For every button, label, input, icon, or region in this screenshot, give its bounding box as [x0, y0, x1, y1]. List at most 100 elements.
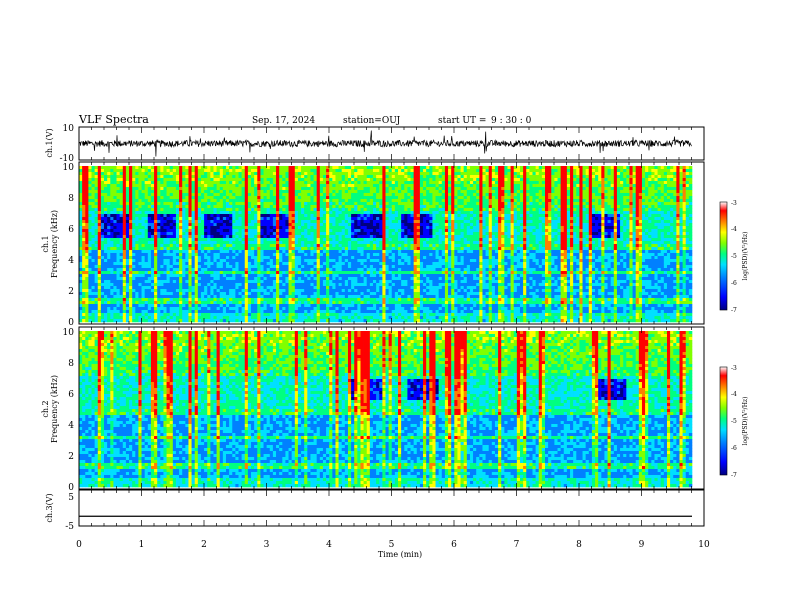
- spectrogram-cell: [426, 190, 429, 193]
- spectrogram-cell: [595, 220, 598, 223]
- spectrogram-cell: [357, 208, 360, 211]
- spectrogram-cell: [561, 202, 564, 205]
- spectrogram-cell: [608, 217, 611, 220]
- spectrogram-cell: [314, 184, 317, 187]
- spectrogram-cell: [195, 196, 198, 199]
- spectrogram-cell: [442, 187, 445, 190]
- spectrogram-cell: [442, 205, 445, 208]
- spectrogram-cell: [239, 238, 242, 241]
- spectrogram-cell: [257, 223, 260, 226]
- spectrogram-cell: [679, 196, 682, 199]
- spectrogram-cell: [423, 205, 426, 208]
- spectrogram-cell: [673, 235, 676, 238]
- spectrogram-cell: [110, 166, 113, 169]
- spectrogram-cell: [598, 235, 601, 238]
- spectrogram-cell: [126, 232, 129, 235]
- spectrogram-cell: [545, 175, 548, 178]
- spectrogram-cell: [420, 193, 423, 196]
- spectrogram-cell: [85, 202, 88, 205]
- spectrogram-cell: [461, 181, 464, 184]
- spectrogram-cell: [573, 238, 576, 241]
- spectrogram-cell: [664, 181, 667, 184]
- spectrogram-cell: [617, 226, 620, 229]
- spectrogram-cell: [248, 220, 251, 223]
- spectrogram-cell: [207, 214, 210, 217]
- spectrogram-cell: [207, 238, 210, 241]
- spectrogram-cell: [201, 226, 204, 229]
- spectrogram-cell: [661, 190, 664, 193]
- spectrogram-cell: [492, 220, 495, 223]
- spectrogram-cell: [348, 172, 351, 175]
- spectrogram-cell: [210, 181, 213, 184]
- spectrogram-cell: [683, 208, 686, 211]
- spectrogram-cell: [539, 226, 542, 229]
- spectrogram-cell: [145, 181, 148, 184]
- spectrogram-cell: [376, 217, 379, 220]
- spectrogram-cell: [398, 184, 401, 187]
- spectrogram-cell: [620, 181, 623, 184]
- spectrogram-cell: [404, 169, 407, 172]
- spectrogram-cell: [467, 232, 470, 235]
- spectrogram-cell: [507, 166, 510, 169]
- spectrogram-cell: [658, 208, 661, 211]
- spectrogram-cell: [257, 232, 260, 235]
- spectrogram-cell: [667, 229, 670, 232]
- spectrogram-cell: [501, 175, 504, 178]
- spectrogram-cell: [498, 223, 501, 226]
- spectrogram-cell: [351, 238, 354, 241]
- spectrogram-cell: [601, 187, 604, 190]
- spectrogram-cell: [329, 223, 332, 226]
- spectrogram-cell: [201, 229, 204, 232]
- spectrogram-cell: [470, 211, 473, 214]
- spectrogram-cell: [232, 181, 235, 184]
- spectrogram-cell: [213, 178, 216, 181]
- spectrogram-cell: [192, 217, 195, 220]
- spectrogram-cell: [226, 169, 229, 172]
- spectrogram-cell: [573, 175, 576, 178]
- spectrogram-cell: [248, 235, 251, 238]
- spectrogram-cell: [554, 190, 557, 193]
- spectrogram-cell: [620, 211, 623, 214]
- spectrogram-cell: [476, 172, 479, 175]
- spectrogram-cell: [123, 166, 126, 169]
- spectrogram-cell: [163, 184, 166, 187]
- spectrogram-cell: [182, 178, 185, 181]
- spectrogram-cell: [229, 175, 232, 178]
- spectrogram-cell: [151, 187, 154, 190]
- spectrogram-cell: [248, 175, 251, 178]
- spectrogram-cell: [570, 211, 573, 214]
- spectrogram-cell: [201, 196, 204, 199]
- spectrogram-cell: [548, 229, 551, 232]
- spectrogram-cell: [436, 190, 439, 193]
- spectrogram-cell: [282, 181, 285, 184]
- spectrogram-cell: [504, 223, 507, 226]
- spectrogram-cell: [117, 211, 120, 214]
- spectrogram-cell: [320, 166, 323, 169]
- spectrogram-cell: [379, 175, 382, 178]
- spectrogram-cell: [545, 232, 548, 235]
- spectrogram-cell: [414, 205, 417, 208]
- spectrogram-cell: [307, 232, 310, 235]
- spectrogram-cell: [110, 208, 113, 211]
- spectrogram-cell: [654, 175, 657, 178]
- spectrogram-cell: [673, 169, 676, 172]
- spectrogram-cell: [479, 217, 482, 220]
- spectrogram-cell: [332, 229, 335, 232]
- spectrogram-cell: [335, 217, 338, 220]
- spectrogram-cell: [98, 178, 101, 181]
- spectrogram-cell: [295, 193, 298, 196]
- spectrogram-cell: [326, 214, 329, 217]
- spectrogram-cell: [195, 199, 198, 202]
- spectrogram-cell: [289, 190, 292, 193]
- spectrogram-cell: [645, 208, 648, 211]
- spectrogram-cell: [192, 184, 195, 187]
- spectrogram-cell: [507, 226, 510, 229]
- spectrogram-cell: [608, 205, 611, 208]
- spectrogram-cell: [670, 181, 673, 184]
- spectrogram-cell: [539, 190, 542, 193]
- spectrogram-cell: [664, 175, 667, 178]
- spectrogram-cell: [85, 178, 88, 181]
- spectrogram-cell: [529, 220, 532, 223]
- spectrogram-cell: [163, 217, 166, 220]
- spectrogram-cell: [292, 232, 295, 235]
